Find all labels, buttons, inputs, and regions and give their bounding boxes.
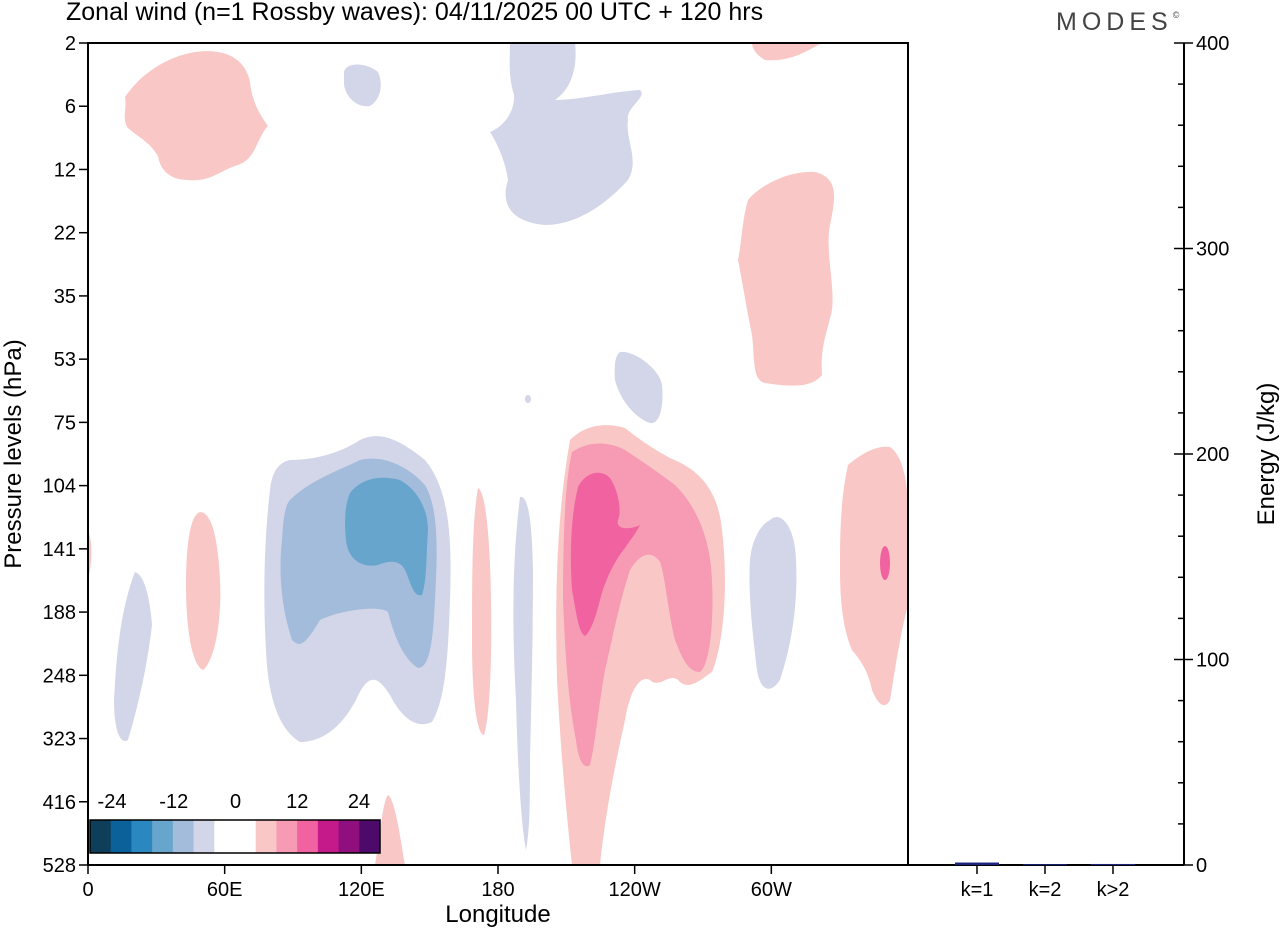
y-tick-label: 6 (65, 96, 76, 118)
contour-negative-53hpa (614, 351, 663, 424)
colorbar-frame (89, 819, 381, 854)
y-tick-label: 22 (54, 223, 76, 245)
colorbar-swatch (338, 820, 360, 853)
colorbar-swatch (317, 820, 340, 853)
colorbar-labels: -24 -12 0 12 24 (98, 791, 371, 813)
contour-negative-strat-small (344, 64, 381, 107)
contour-negative-trop-120e-core (345, 477, 428, 596)
energy-tick-label: 0 (1196, 855, 1207, 877)
x-tick-label: 0 (82, 879, 93, 901)
contour-negative-strat-dateline (490, 43, 642, 225)
energy-tick-label: 300 (1196, 239, 1229, 261)
contour-positive-bottom-125e (375, 795, 405, 865)
x-axis-ticks (87, 865, 773, 874)
modes-logo: MODES© (1056, 8, 1179, 37)
y-tick-label: 12 (54, 159, 76, 181)
energy-bar (1023, 864, 1067, 866)
chart-title: Zonal wind (n=1 Rossby waves): 04/11/202… (66, 0, 764, 26)
x-tick-label: 180 (481, 879, 514, 901)
contour-positive-170e (472, 488, 492, 735)
colorbar (90, 820, 381, 853)
y-tick-label: 188 (43, 602, 76, 624)
colorbar-swatch (152, 820, 174, 853)
contour-positive-60e (186, 512, 221, 670)
colorbar-swatch (359, 820, 381, 853)
y-tick-label: 416 (43, 792, 76, 814)
colorbar-swatch (131, 820, 153, 853)
colorbar-label: 24 (348, 791, 370, 813)
y-tick-label: 323 (43, 729, 76, 751)
colorbar-swatch (297, 820, 319, 853)
contour-negative-dot (525, 395, 531, 403)
colorbar-swatch (110, 820, 132, 853)
x-axis-title: Longitude (445, 901, 550, 928)
contour-positive-trop-140w-core (570, 472, 640, 636)
energy-category-label: k=2 (1029, 879, 1062, 901)
colorbar-swatch (214, 820, 236, 853)
x-tick-label: 60E (207, 879, 243, 901)
y-tick-label: 248 (43, 665, 76, 687)
y-axis-title: Pressure levels (hPa) (0, 339, 27, 568)
contour-positive-strat-west (124, 51, 268, 181)
energy-axis-labels: 0 100 200 300 400 (1196, 33, 1229, 877)
energy-tick-label: 200 (1196, 444, 1229, 466)
contour-positive-strat-100w (738, 171, 835, 386)
copyright-mark: © (1172, 10, 1180, 20)
contour-field (88, 43, 908, 865)
energy-category-labels: k=1 k=2 k>2 (961, 865, 1130, 901)
colorbar-swatch (90, 820, 112, 853)
x-tick-label: 120E (338, 879, 385, 901)
contour-positive-strat-top (752, 43, 822, 61)
y-axis-ticks (79, 42, 88, 866)
contour-negative-185 (513, 496, 533, 850)
x-tick-label: 60W (751, 879, 792, 901)
contour-negative-60w (749, 516, 797, 689)
energy-tick-label: 100 (1196, 650, 1229, 672)
y-tick-label: 141 (43, 539, 76, 561)
energy-bars (955, 862, 1135, 866)
colorbar-swatch (235, 820, 257, 853)
x-axis-labels: 0 60E 120E 180 120W 60W (82, 879, 792, 901)
y-tick-label: 75 (54, 412, 76, 434)
energy-bar (1091, 863, 1135, 865)
energy-bar (955, 862, 999, 865)
colorbar-swatch (172, 820, 195, 853)
colorbar-swatch (255, 820, 277, 853)
x-tick-label: 120W (609, 879, 661, 901)
y-tick-label: 528 (43, 855, 76, 877)
y-tick-label: 53 (54, 349, 76, 371)
brand-text: MODES (1056, 8, 1173, 36)
y-tick-label: 104 (43, 476, 76, 498)
colorbar-swatch (193, 820, 215, 853)
colorbar-label: -24 (98, 791, 127, 813)
contour-negative-30e (114, 572, 152, 741)
colorbar-swatch (276, 820, 298, 853)
energy-category-label: k=1 (961, 879, 994, 901)
y-axis-labels: 2 6 12 22 35 53 75 104 141 188 248 323 416 528 (43, 33, 76, 877)
y-tick-label: 35 (54, 286, 76, 308)
colorbar-label: 0 (230, 791, 241, 813)
y-tick-label: 2 (65, 33, 76, 55)
energy-tick-label: 400 (1196, 33, 1229, 55)
colorbar-label: -12 (159, 791, 188, 813)
energy-axis-ticks (1174, 42, 1193, 866)
contour-positive-east-edge (840, 446, 908, 706)
colorbar-label: 12 (286, 791, 308, 813)
energy-category-label: k>2 (1097, 879, 1130, 901)
energy-axis-title: Energy (J/kg) (1253, 383, 1280, 526)
contour-positive-east-core (880, 546, 890, 580)
